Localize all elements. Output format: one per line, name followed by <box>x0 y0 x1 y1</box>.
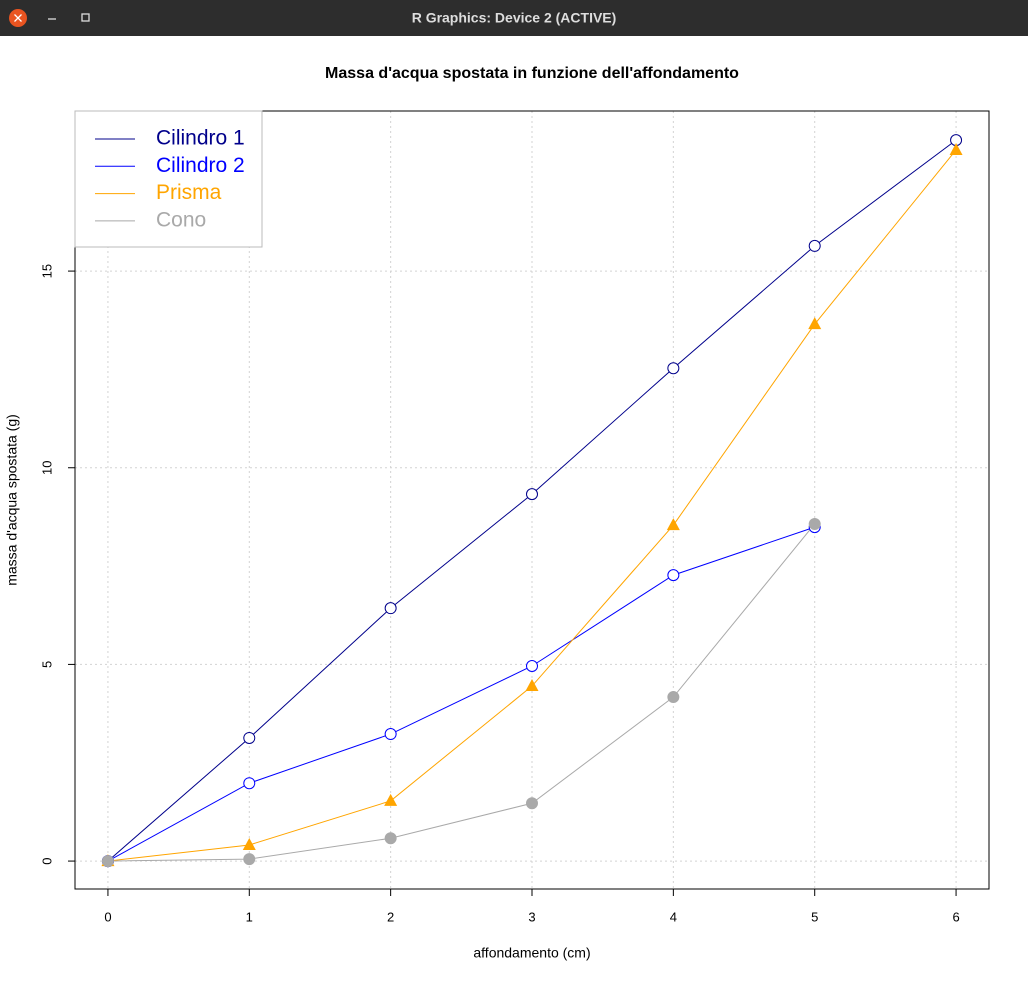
marker <box>525 679 539 692</box>
maximize-button[interactable] <box>81 13 90 22</box>
marker <box>384 793 398 806</box>
marker <box>101 855 114 868</box>
legend-label: Cono <box>156 208 206 231</box>
marker <box>243 777 256 790</box>
marker <box>666 518 680 531</box>
series-line <box>107 523 816 862</box>
marker <box>808 517 821 530</box>
marker <box>243 731 256 744</box>
y-axis-label: massa d'acqua spostata (g) <box>4 414 20 586</box>
legend-label: Prisma <box>156 181 222 204</box>
marker <box>808 317 822 330</box>
x-tick-label: 1 <box>246 909 253 924</box>
close-icon <box>14 14 22 22</box>
marker <box>667 691 680 704</box>
series-line <box>107 526 815 862</box>
marker <box>526 797 538 810</box>
legend-label: Cilindro 2 <box>156 154 245 177</box>
marker <box>384 728 397 741</box>
marker <box>526 488 538 501</box>
legend-box <box>74 110 263 248</box>
x-axis-label: affondamento (cm) <box>473 945 590 961</box>
y-tick-label: 10 <box>39 461 54 475</box>
x-tick-label: 0 <box>104 909 111 924</box>
y-tick-label: 0 <box>39 857 54 864</box>
marker <box>384 602 397 615</box>
x-tick-label: 5 <box>811 909 818 924</box>
marker <box>949 142 963 155</box>
x-tick-label: 6 <box>952 909 959 924</box>
plot-frame <box>74 110 990 890</box>
x-tick-label: 2 <box>387 909 394 924</box>
y-tick-label: 15 <box>39 264 54 278</box>
window-title: R Graphics: Device 2 (ACTIVE) <box>412 10 617 26</box>
y-tick-label: 5 <box>39 661 54 668</box>
title-bar <box>0 0 1028 36</box>
marker <box>526 659 538 672</box>
legend-label: Cilindro 1 <box>156 127 245 150</box>
marker <box>242 837 256 850</box>
marker <box>384 832 397 845</box>
marker <box>667 362 680 375</box>
x-tick-label: 4 <box>670 909 677 924</box>
marker <box>667 569 680 582</box>
marker <box>808 239 821 252</box>
marker <box>243 853 256 866</box>
x-tick-label: 3 <box>528 909 535 924</box>
chart-title: Massa d'acqua spostata in funzione dell'… <box>325 65 739 82</box>
